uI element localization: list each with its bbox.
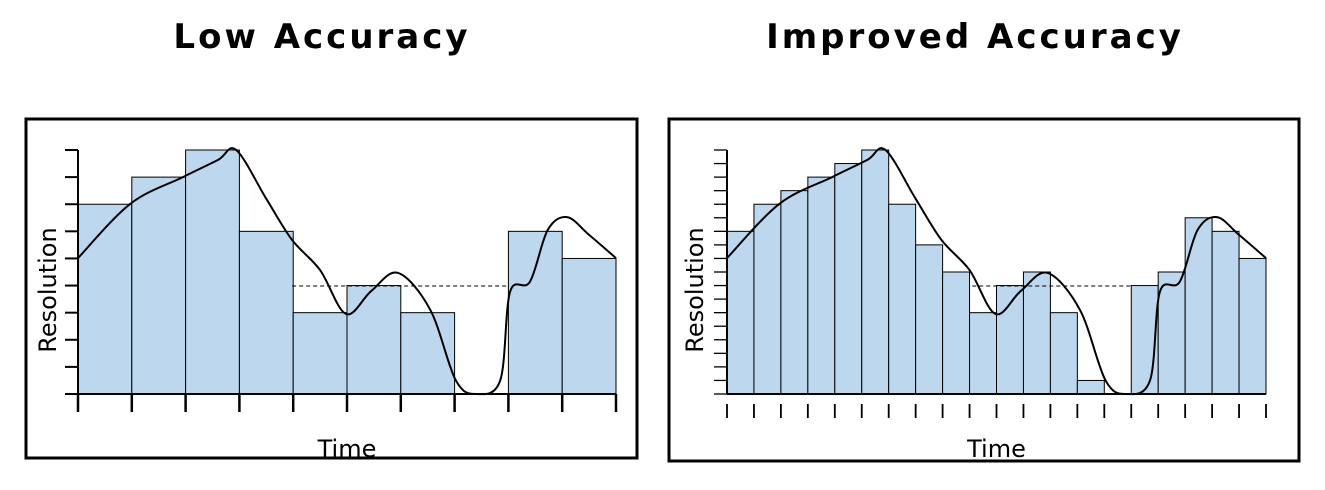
bar <box>969 312 997 395</box>
bar <box>292 312 348 395</box>
bar <box>77 203 133 395</box>
bar <box>834 163 863 395</box>
bar <box>780 190 809 395</box>
bar <box>346 285 402 395</box>
bar <box>1049 312 1078 395</box>
panel-title: Low Accuracy <box>173 17 470 57</box>
bar <box>1184 217 1213 395</box>
bar <box>561 257 617 395</box>
bar <box>1238 257 1267 395</box>
bar <box>915 244 944 395</box>
bar <box>238 230 294 395</box>
y-axis-label: Resolution <box>34 227 62 352</box>
bar <box>753 203 782 395</box>
bar <box>1022 271 1051 395</box>
x-axis-label: Time <box>966 435 1026 463</box>
bar <box>1157 271 1186 395</box>
bar <box>1076 379 1105 395</box>
bar <box>861 149 890 395</box>
bar <box>888 203 917 395</box>
bar <box>807 176 836 395</box>
panel-title: Improved Accuracy <box>766 17 1184 57</box>
bar <box>1130 285 1159 395</box>
bar <box>996 285 1024 395</box>
signal-curve <box>77 147 617 396</box>
bar <box>726 230 755 395</box>
bar <box>942 271 971 395</box>
bar <box>1211 230 1240 395</box>
x-axis-label: Time <box>317 435 377 463</box>
bar <box>131 176 187 395</box>
panel-frame <box>667 117 1301 463</box>
signal-curve <box>726 147 1267 396</box>
panel-frame <box>24 117 639 460</box>
bar <box>185 149 240 395</box>
y-axis-label: Resolution <box>681 227 709 352</box>
bar <box>507 230 563 395</box>
